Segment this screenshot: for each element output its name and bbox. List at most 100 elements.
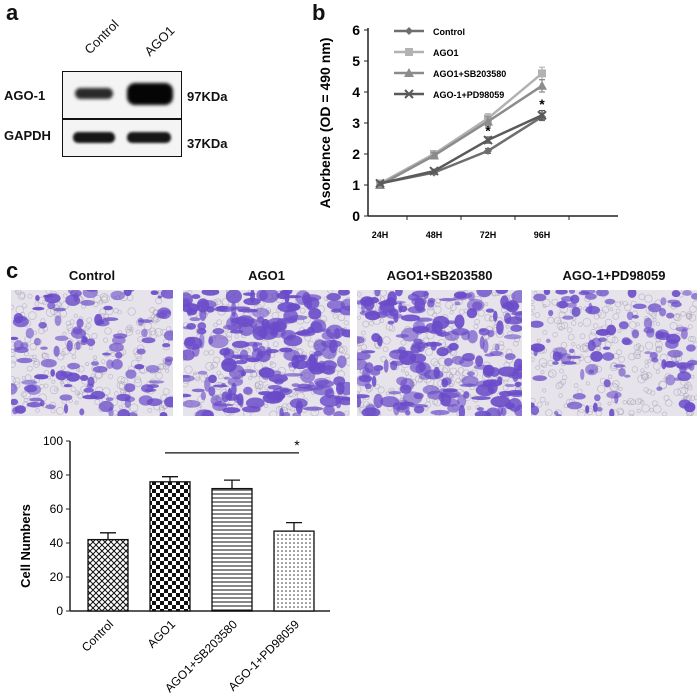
membrane-pore [542, 304, 547, 308]
stained-cell [561, 361, 577, 365]
stained-cell [208, 386, 216, 397]
membrane-pore [339, 345, 348, 355]
membrane-pore [531, 311, 534, 316]
stained-cell [556, 301, 569, 309]
stained-cell [32, 306, 45, 311]
membrane-pore [13, 377, 21, 385]
bar [149, 481, 191, 612]
y-tick-label: 60 [50, 502, 64, 516]
stained-cell [671, 290, 681, 298]
membrane-pore [85, 322, 92, 329]
membrane-pore [637, 398, 643, 404]
stained-cell [268, 374, 288, 383]
stained-cell [63, 384, 73, 388]
stained-cell [511, 311, 522, 316]
stained-cell [584, 293, 597, 300]
membrane-pore [593, 313, 600, 320]
membrane-pore [542, 298, 551, 307]
membrane-pore [553, 317, 562, 325]
stained-cell [26, 384, 42, 395]
stained-cell [555, 290, 568, 295]
membrane-pore [582, 318, 592, 327]
membrane-pore [534, 312, 541, 318]
membrane-pore [21, 303, 28, 309]
stained-cell [555, 414, 562, 416]
membrane-pore [561, 321, 569, 329]
data-point [483, 116, 493, 126]
wb-lane-label-ago1: AGO1 [141, 22, 178, 59]
membrane-pore [636, 408, 641, 414]
membrane-pore [337, 313, 346, 322]
stained-cell [258, 290, 280, 303]
membrane-pore [531, 299, 535, 305]
membrane-pore [651, 313, 657, 319]
stained-cell [302, 406, 324, 411]
stained-cell [63, 403, 69, 414]
membrane-pore [558, 393, 563, 398]
membrane-pore [612, 380, 620, 388]
membrane-pore [66, 323, 74, 331]
stained-cell [565, 302, 577, 308]
stained-cell [476, 290, 493, 298]
stained-cell [204, 377, 211, 392]
stained-cell [398, 301, 403, 314]
stained-cell [592, 402, 598, 413]
stained-cell [333, 411, 345, 416]
stained-cell [198, 333, 205, 349]
membrane-pore [17, 291, 26, 300]
stained-cell [495, 290, 509, 295]
membrane-pore [545, 409, 553, 416]
membrane-pore [357, 385, 362, 394]
stained-cell [494, 343, 500, 351]
membrane-pore [127, 307, 136, 316]
stained-cell [422, 385, 440, 395]
stained-cell [53, 345, 60, 357]
stained-cell [514, 404, 522, 416]
membrane-pore [254, 380, 264, 390]
membrane-pore [73, 313, 78, 318]
x-tick-label: 96H [534, 230, 551, 240]
membrane-pore [442, 367, 448, 373]
membrane-pore [344, 410, 350, 416]
membrane-pore [558, 326, 563, 330]
data-point [375, 178, 385, 189]
membrane-pore [673, 313, 682, 322]
membrane-pore [133, 378, 143, 388]
stained-cell [271, 370, 282, 376]
stained-cell [54, 335, 69, 341]
membrane-pore [450, 304, 457, 311]
stained-cell [208, 334, 229, 349]
membrane-pore [216, 319, 223, 325]
stained-cell [439, 298, 457, 302]
membrane-pore [149, 307, 156, 314]
error-bar [162, 476, 178, 482]
y-tick-label: 3 [352, 115, 360, 131]
stained-cell [647, 303, 662, 313]
stained-cell [197, 322, 207, 330]
stained-cell [371, 333, 381, 343]
stained-cell [447, 404, 460, 413]
stained-cell [390, 360, 398, 371]
membrane-pore [622, 400, 627, 405]
membrane-pore [11, 304, 15, 310]
membrane-pore [205, 362, 214, 371]
membrane-pore [400, 339, 407, 346]
significance-star: * [294, 437, 300, 453]
membrane-pore [20, 391, 27, 398]
membrane-pore [213, 356, 220, 364]
membrane-pore [209, 364, 215, 370]
stained-cell [111, 336, 126, 345]
stained-cell [108, 342, 124, 352]
membrane-pore [433, 305, 442, 314]
membrane-pore [214, 298, 222, 306]
stained-cell [485, 407, 501, 416]
membrane-pore [425, 347, 433, 356]
stained-cell [675, 326, 689, 332]
stained-cell [115, 351, 123, 359]
y-tick-label: 0 [56, 604, 63, 618]
stained-cell [147, 384, 159, 389]
membrane-pore [498, 340, 505, 347]
wb-band-ago1-control [75, 88, 113, 99]
stained-cell [326, 324, 344, 340]
membrane-pore [42, 299, 48, 306]
